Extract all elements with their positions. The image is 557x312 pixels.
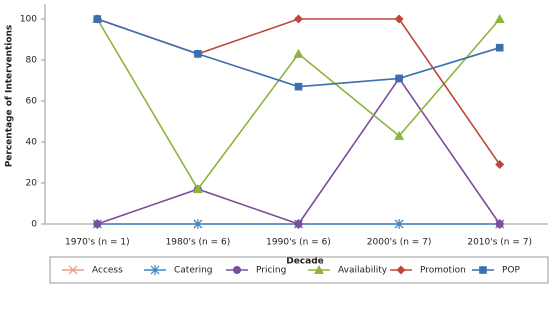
series-line: [97, 77, 501, 225]
marker: [93, 220, 102, 228]
y-tick-label: 100: [20, 15, 37, 25]
marker: [194, 50, 202, 58]
marker-shape: [294, 82, 303, 91]
legend-marker: [314, 265, 324, 274]
x-tick-label: 2000's (n = 7): [367, 238, 432, 248]
marker: [294, 220, 303, 228]
marker-shape: [68, 265, 78, 275]
x-tick-label: 2010's (n = 7): [467, 238, 532, 248]
series-line: [97, 18, 501, 166]
legend-marker: [68, 265, 78, 275]
marker: [294, 82, 303, 91]
marker-shape: [494, 14, 505, 23]
marker: [93, 15, 102, 23]
marker: [495, 160, 505, 170]
legend-label: Pricing: [256, 266, 286, 276]
marker-shape: [150, 265, 160, 275]
marker-shape: [192, 184, 203, 194]
y-tick-label: 0: [31, 220, 37, 230]
legend-marker: [233, 266, 241, 274]
legend-marker: [396, 265, 406, 275]
marker: [192, 184, 203, 194]
legend-label: Access: [92, 266, 123, 276]
marker: [395, 74, 403, 83]
y-tick-label: 80: [26, 56, 38, 66]
marker: [495, 43, 504, 52]
marker-shape: [395, 74, 403, 83]
legend-label: Catering: [174, 266, 212, 276]
marker-shape: [396, 265, 406, 275]
marker: [293, 48, 304, 58]
y-tick-label: 60: [26, 97, 38, 107]
marker-shape: [495, 160, 505, 170]
marker: [294, 14, 303, 24]
marker-shape: [93, 15, 102, 23]
marker-shape: [194, 50, 202, 58]
legend-marker: [150, 265, 160, 275]
marker-shape: [294, 220, 303, 228]
legend-marker: [479, 266, 487, 274]
marker: [394, 130, 405, 140]
marker: [193, 219, 203, 229]
legend-label: Promotion: [420, 266, 466, 276]
x-tick-label: 1980's (n = 6): [166, 238, 231, 248]
legend-box: [49, 256, 549, 284]
x-axis-label: Decade: [286, 257, 324, 267]
x-tick-label: 1970's (n = 1): [65, 238, 130, 248]
legend-label: Availability: [338, 266, 388, 276]
marker: [495, 220, 504, 228]
marker: [494, 14, 505, 23]
y-axis-label: Percentage of Interventions: [5, 25, 15, 168]
marker-shape: [293, 48, 304, 58]
y-tick-label: 40: [26, 138, 38, 148]
marker: [394, 14, 404, 24]
marker-shape: [394, 219, 404, 229]
marker-shape: [479, 266, 487, 274]
marker-shape: [93, 220, 102, 228]
marker-shape: [314, 265, 324, 274]
x-tick-label: 1990's (n = 6): [266, 238, 331, 248]
marker-shape: [233, 266, 241, 274]
y-tick-label: 20: [26, 179, 38, 189]
series-line: [96, 18, 501, 191]
marker: [394, 219, 404, 229]
marker-shape: [495, 43, 504, 52]
marker-shape: [394, 14, 404, 24]
marker-shape: [294, 14, 303, 24]
legend-label: POP: [502, 266, 521, 276]
marker-shape: [394, 130, 405, 140]
marker-shape: [495, 220, 504, 228]
marker-shape: [193, 219, 203, 229]
